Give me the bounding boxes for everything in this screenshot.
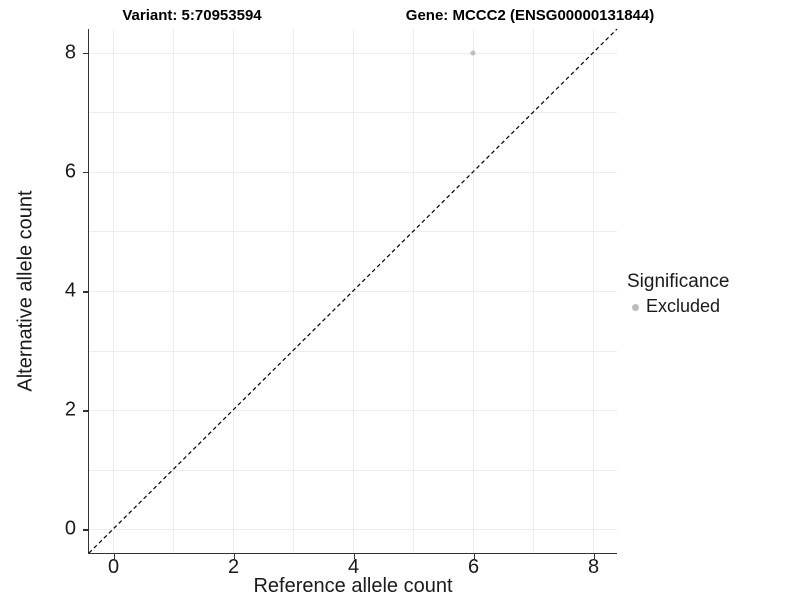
y-tick-mark [83, 291, 88, 293]
legend-dot-icon [632, 304, 639, 311]
y-tick-mark [83, 529, 88, 531]
gridline-horizontal [89, 350, 617, 352]
y-tick-mark [83, 52, 88, 55]
gridline-horizontal [89, 469, 617, 471]
x-tick-label: 6 [467, 556, 480, 578]
y-tick-label: 6 [64, 160, 76, 183]
gridline-horizontal [89, 410, 617, 412]
y-tick-label: 2 [64, 398, 76, 421]
gridline-horizontal [89, 231, 617, 233]
x-tick-mark [113, 554, 115, 559]
identity-line [88, 28, 618, 554]
x-tick-label: 4 [347, 556, 360, 578]
x-axis-title: Reference allele count [253, 575, 453, 597]
x-tick-label: 2 [227, 556, 240, 578]
plot-panel [88, 28, 618, 554]
legend: Significance Excluded [627, 271, 729, 317]
data-point [470, 50, 476, 56]
y-tick-mark [83, 171, 88, 174]
x-tick-label: 0 [107, 556, 120, 578]
x-tick-mark [233, 554, 235, 559]
y-tick-label: 0 [64, 517, 76, 540]
x-tick-mark [473, 554, 475, 559]
x-tick-mark [593, 554, 595, 559]
y-tick-mark [83, 410, 88, 412]
plot-title-gene: Gene: MCCC2 (ENSG00000131844) [405, 7, 655, 24]
plot-title-variant: Variant: 5:70953594 [122, 7, 262, 24]
y-tick-label: 8 [64, 41, 76, 64]
gridline-horizontal [89, 171, 617, 173]
y-tick-label: 4 [64, 279, 76, 302]
gridline-horizontal [89, 529, 617, 531]
legend-title: Significance [627, 271, 730, 292]
x-tick-mark [353, 554, 355, 559]
legend-item-label: Excluded [646, 296, 721, 316]
x-tick-label: 8 [587, 556, 600, 578]
legend-item-excluded: Excluded [627, 296, 729, 317]
gridline-horizontal [89, 112, 617, 114]
gridline-horizontal [89, 52, 617, 54]
